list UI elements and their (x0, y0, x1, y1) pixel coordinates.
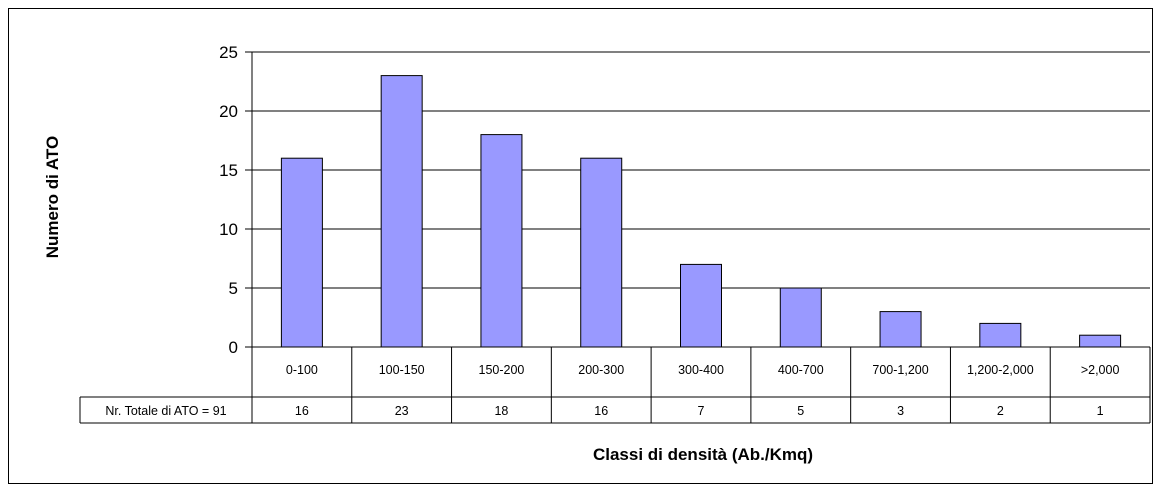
table-cell: 7 (698, 404, 705, 418)
bars (280, 75, 1122, 348)
table-cell: 1 (1097, 404, 1104, 418)
table-cell: 2 (997, 404, 1004, 418)
table-cell: 16 (295, 404, 309, 418)
table-cell: 3 (897, 404, 904, 418)
table-cell: 18 (494, 404, 508, 418)
bar (979, 322, 1022, 348)
table-cell: 5 (797, 404, 804, 418)
x-axis-title: Classi di densità (Ab./Kmq) (593, 445, 813, 464)
y-tick-label: 25 (219, 43, 238, 62)
x-tick-label: 300-400 (678, 363, 724, 377)
x-tick-label: >2,000 (1081, 363, 1120, 377)
y-tick-label: 15 (219, 161, 238, 180)
data-table: 0-100 100-150 150-200 200-300 300-400 400-700… (79, 346, 1151, 424)
bar (580, 157, 623, 348)
bar (380, 75, 423, 348)
y-tick-label: 5 (229, 279, 238, 298)
x-tick-label: 200-300 (578, 363, 624, 377)
table-cell: 16 (594, 404, 608, 418)
bar (680, 263, 722, 348)
bar (1079, 334, 1122, 348)
table-row-label: Nr. Totale di ATO = 91 (105, 404, 226, 418)
bar (280, 157, 323, 348)
y-tick-label: 0 (229, 338, 238, 357)
y-axis-title: Numero di ATO (43, 136, 62, 258)
x-tick-label: 400-700 (778, 363, 824, 377)
bar (879, 311, 922, 348)
bar (779, 287, 822, 348)
y-tick-labels: 0 5 10 15 20 25 (219, 43, 238, 357)
x-tick-label: 100-150 (379, 363, 425, 377)
x-tick-label: 700-1,200 (872, 363, 928, 377)
bar (480, 134, 523, 348)
y-tick-label: 20 (219, 102, 238, 121)
table-cell: 23 (395, 404, 409, 418)
x-tick-label: 150-200 (479, 363, 525, 377)
y-tick-label: 10 (219, 220, 238, 239)
x-tick-label: 0-100 (286, 363, 318, 377)
x-tick-label: 1,200-2,000 (967, 363, 1034, 377)
